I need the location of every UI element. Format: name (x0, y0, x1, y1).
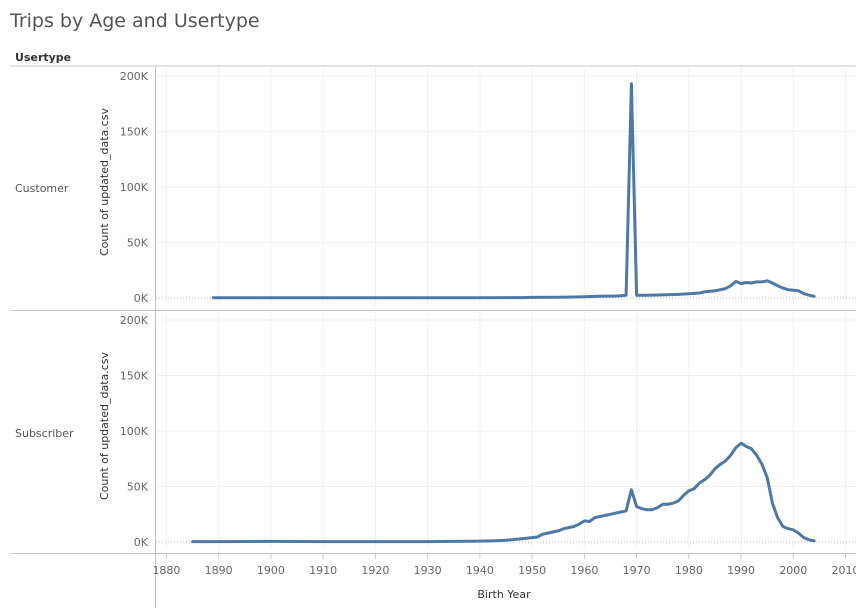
x-tick-label: 1890 (205, 564, 233, 577)
panels-group: 0K 50K 100K 150K 200K Count of updated_data.c… (15, 68, 856, 550)
x-tick-label: 1900 (257, 564, 285, 577)
series-line-customer (212, 82, 816, 300)
y-axis-label: Count of updated_data.csv (98, 107, 111, 256)
row-label-customer: Customer (15, 182, 69, 195)
x-ticks-group: 1880 1890 1900 1910 1920 1930 1940 1950 1960 1970… (152, 554, 856, 577)
y-tick-label: 0K (134, 536, 149, 549)
x-axis-label: Birth Year (477, 588, 531, 601)
panel-subscriber: 0K 50K 100K 150K 200K Count of updated_data.c… (15, 312, 856, 550)
y-tick-label: 100K (120, 181, 149, 194)
row-label-subscriber: Subscriber (15, 427, 74, 440)
y-axis-label: Count of updated_data.csv (98, 351, 111, 500)
y-tick-label: 150K (120, 126, 149, 139)
x-tick-label: 1920 (361, 564, 389, 577)
series-line-subscriber (191, 441, 816, 544)
y-tick-label: 100K (120, 425, 149, 438)
y-tick-label: 200K (120, 70, 149, 83)
x-tick-label: 1970 (623, 564, 651, 577)
x-tick-label: 2000 (779, 564, 807, 577)
x-tick-label: 2010 (832, 564, 856, 577)
y-tick-label: 0K (134, 292, 149, 305)
panel-customer: 0K 50K 100K 150K 200K Count of updated_data.c… (15, 68, 856, 306)
x-tick-label: 1930 (414, 564, 442, 577)
x-tick-label: 1960 (570, 564, 598, 577)
y-tick-label: 50K (127, 237, 149, 250)
y-tick-label: 200K (120, 314, 149, 327)
chart-title: Trips by Age and Usertype (10, 10, 260, 32)
row-header: Usertype (15, 51, 71, 64)
x-tick-label: 1910 (309, 564, 337, 577)
x-tick-label: 1940 (466, 564, 494, 577)
y-tick-label: 50K (127, 481, 149, 494)
x-tick-label: 1880 (152, 564, 180, 577)
y-tick-label: 150K (120, 370, 149, 383)
x-tick-label: 1950 (518, 564, 546, 577)
x-tick-label: 1990 (727, 564, 755, 577)
x-tick-label: 1980 (675, 564, 703, 577)
